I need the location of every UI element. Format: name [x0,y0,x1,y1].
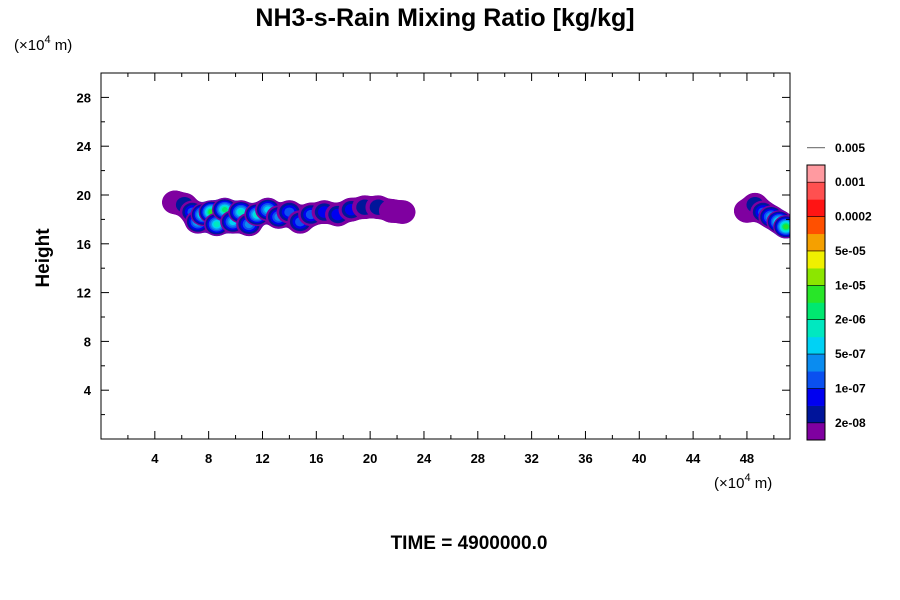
colorbar-swatch [807,250,825,269]
x-tick-label: 32 [524,451,538,466]
chart-title: NH3-s-Rain Mixing Ratio [kg/kg] [255,4,634,32]
colorbar-label: 2e-06 [835,313,866,327]
data-cell [783,224,789,230]
y-tick-label: 4 [84,383,92,398]
x-tick-label: 16 [309,451,323,466]
y-axis-ticks: 4 8 12 16 20 24 28 [77,90,790,416]
data-cell [389,200,416,224]
colorbar-swatch [807,405,825,424]
colorbar-swatch [807,199,825,217]
colorbar-label: 0.001 [835,175,865,189]
x-unit-exponent: 4 [744,472,750,484]
y-tick-label: 12 [77,286,91,301]
x-unit-suffix: m) [751,475,773,492]
colorbar-frame [806,164,826,441]
colorbar-label: 0.0002 [835,210,872,224]
x-tick-label: 48 [740,451,754,466]
data-region [734,193,790,239]
colorbar-swatch [807,182,825,200]
colorbar-swatch [807,268,825,286]
colorbar-swatch [807,336,825,355]
colorbar-swatch [807,371,825,389]
colorbar-swatch [807,165,825,183]
x-tick-label: 12 [255,451,269,466]
colorbar-label: 5e-07 [835,347,866,361]
colorbar-swatch [807,302,825,320]
y-unit-exponent: 4 [44,34,50,46]
data-region [162,190,416,236]
colorbar-swatch [807,285,825,303]
colorbar-label: 1e-07 [835,381,866,395]
x-tick-label: 24 [417,451,432,466]
colorbar-label: 0.005 [835,141,865,155]
y-tick-label: 28 [77,90,91,105]
y-axis-label: Height [33,228,54,288]
y-tick-label: 20 [77,188,91,203]
data-cell [213,221,220,228]
time-label: TIME = 4900000.0 [391,533,548,554]
data-cell [237,209,245,215]
colorbar-swatch [807,422,825,441]
colorbar: 2e-08 1e-07 5e-07 2e-06 1e-05 5e-05 0.0002 0.00… [806,141,872,441]
colorbar-label: 5e-05 [835,244,866,258]
y-tick-label: 24 [77,139,92,154]
x-tick-label: 36 [578,451,592,466]
x-tick-label: 28 [471,451,485,466]
x-tick-label: 44 [686,451,701,466]
x-unit-label: (×104 m) [714,472,772,492]
data-cell [221,207,228,213]
colorbar-label: 1e-05 [835,278,866,292]
x-tick-label: 8 [205,451,212,466]
x-tick-label: 4 [151,451,159,466]
colorbar-swatch [807,233,825,252]
y-unit-prefix: (×10 [14,37,44,54]
data-regions [162,190,790,239]
plot-area [162,190,790,239]
y-tick-label: 8 [84,334,91,349]
colorbar-label: 2e-08 [835,416,866,430]
plot-frame [100,72,791,440]
y-tick-label: 16 [77,237,91,252]
x-unit-prefix: (×10 [714,475,744,492]
y-unit-label: (×104 m) [14,34,72,54]
colorbar-swatch [807,216,825,235]
x-tick-label: 40 [632,451,646,466]
x-axis-ticks: 4 8 12 16 20 24 28 32 36 40 44 48 [127,73,775,466]
colorbar-swatch [807,388,825,406]
y-unit-suffix: m) [51,37,73,54]
x-tick-label: 20 [363,451,377,466]
colorbar-swatch [807,319,825,338]
colorbar-swatch [807,354,825,372]
